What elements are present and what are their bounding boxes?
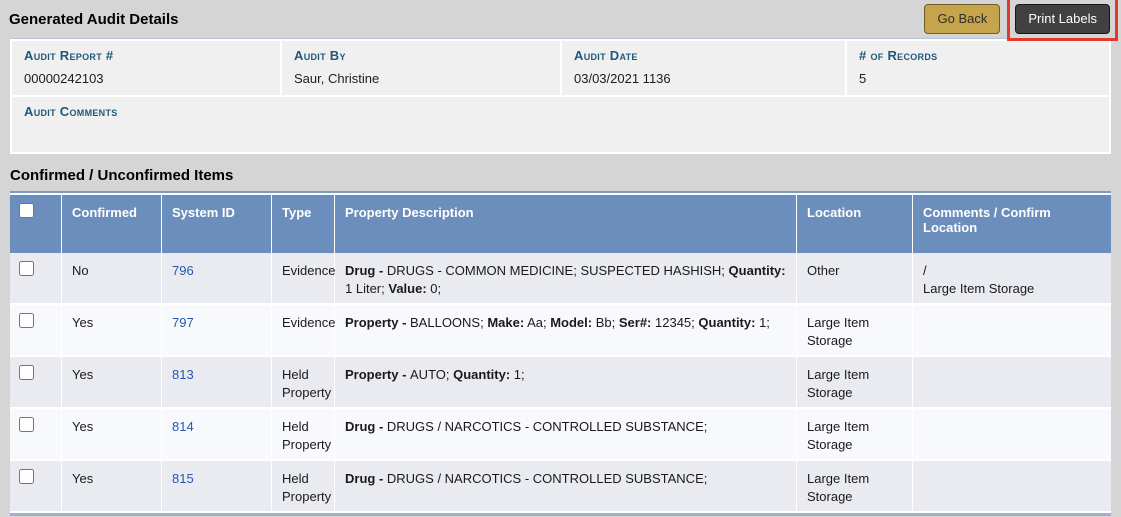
- top-bar: Generated Audit Details Go Back Print La…: [0, 0, 1121, 41]
- col-header-type: Type: [272, 195, 335, 253]
- item-row-815: Yes 815 Held Property Drug - DRUGS / NARCOT…: [10, 461, 1111, 513]
- property-description-cell: Drug - DRUGS - COMMON MEDICINE; SUSPECTE…: [335, 253, 797, 305]
- property-description-cell: Drug - DRUGS / NARCOTICS - CONTROLLED SU…: [335, 409, 797, 461]
- field-number-of-records: # of Records 5: [847, 41, 1109, 95]
- location-cell: Other: [797, 253, 913, 305]
- row-checkbox-cell: [10, 253, 62, 305]
- property-description-cell: Property - BALLOONS; Make: Aa; Model: Bb…: [335, 305, 797, 357]
- row-checkbox[interactable]: [19, 313, 34, 328]
- property-description-cell: Drug - DRUGS / NARCOTICS - CONTROLLED SU…: [335, 461, 797, 513]
- field-audit-date: Audit Date 03/03/2021 1136: [562, 41, 845, 95]
- field-label: Audit Report #: [24, 48, 114, 63]
- system-id-link[interactable]: 796: [172, 263, 194, 278]
- type-cell: Evidence: [272, 253, 335, 305]
- annotation-highlight-box: Print Labels: [1007, 0, 1118, 41]
- field-audit-report-number: Audit Report # 00000242103: [12, 41, 280, 95]
- property-description-cell: Property - AUTO; Quantity: 1;: [335, 357, 797, 409]
- system-id-cell: 797: [162, 305, 272, 357]
- row-checkbox-cell: [10, 305, 62, 357]
- system-id-link[interactable]: 797: [172, 315, 194, 330]
- col-header-comments-confirm-location: Comments / Confirm Location: [913, 195, 1111, 253]
- item-row-797: Yes 797 Evidence Property - BALLOONS; Make:…: [10, 305, 1111, 357]
- system-id-cell: 814: [162, 409, 272, 461]
- confirmed-cell: No: [62, 253, 162, 305]
- field-label: # of Records: [859, 48, 938, 63]
- location-cell: Large Item Storage: [797, 409, 913, 461]
- item-row-796: No 796 Evidence Drug - DRUGS - COMMON MEDIC…: [10, 253, 1111, 305]
- items-table-body: No 796 Evidence Drug - DRUGS - COMMON MEDIC…: [10, 253, 1111, 513]
- field-audit-comments: Audit Comments: [12, 97, 1109, 152]
- items-table-container: Confirmed System ID Type Property Descri…: [10, 191, 1111, 516]
- toolbar: Go Back Print Labels: [924, 0, 1118, 41]
- audit-fields-row: Audit Report # 00000242103 Audit By Saur…: [12, 41, 1109, 95]
- row-checkbox-cell: [10, 357, 62, 409]
- system-id-cell: 815: [162, 461, 272, 513]
- item-row-813: Yes 813 Held Property Property - AUTO; Quan…: [10, 357, 1111, 409]
- confirmed-cell: Yes: [62, 409, 162, 461]
- comments-confirm-location-cell: [913, 461, 1111, 513]
- location-cell: Large Item Storage: [797, 305, 913, 357]
- comments-confirm-location-cell: / Large Item Storage: [913, 253, 1111, 305]
- field-audit-by: Audit By Saur, Christine: [282, 41, 560, 95]
- row-checkbox[interactable]: [19, 469, 34, 484]
- print-labels-button[interactable]: Print Labels: [1015, 4, 1110, 34]
- type-cell: Held Property: [272, 409, 335, 461]
- field-value: Saur, Christine: [294, 71, 380, 86]
- system-id-cell: 813: [162, 357, 272, 409]
- type-cell: Held Property: [272, 461, 335, 513]
- col-header-location: Location: [797, 195, 913, 253]
- audit-summary-panel: Audit Report # 00000242103 Audit By Saur…: [10, 38, 1111, 154]
- comments-confirm-location-cell: [913, 357, 1111, 409]
- row-checkbox[interactable]: [19, 261, 34, 276]
- location-cell: Large Item Storage: [797, 461, 913, 513]
- comments-confirm-location-cell: [913, 305, 1111, 357]
- confirmed-cell: Yes: [62, 357, 162, 409]
- item-row-814: Yes 814 Held Property Drug - DRUGS / NARCOT…: [10, 409, 1111, 461]
- col-header-property-description: Property Description: [335, 195, 797, 253]
- col-header-select: [10, 195, 62, 253]
- col-header-system-id: System ID: [162, 195, 272, 253]
- field-label: Audit Date: [574, 48, 638, 63]
- row-checkbox[interactable]: [19, 417, 34, 432]
- type-cell: Held Property: [272, 357, 335, 409]
- row-checkbox-cell: [10, 409, 62, 461]
- select-all-checkbox[interactable]: [19, 203, 34, 218]
- field-label: Audit By: [294, 48, 346, 63]
- col-header-confirmed: Confirmed: [62, 195, 162, 253]
- go-back-button[interactable]: Go Back: [924, 4, 1001, 34]
- field-value: 5: [859, 71, 867, 86]
- field-label: Audit Comments: [24, 104, 118, 119]
- field-value: 03/03/2021 1136: [574, 71, 671, 86]
- confirmed-cell: Yes: [62, 461, 162, 513]
- system-id-link[interactable]: 813: [172, 367, 194, 382]
- items-table: Confirmed System ID Type Property Descri…: [10, 195, 1111, 513]
- comments-confirm-location-cell: [913, 409, 1111, 461]
- page-title: Generated Audit Details: [9, 10, 179, 28]
- items-section-title: Confirmed / Unconfirmed Items: [10, 167, 234, 184]
- system-id-link[interactable]: 815: [172, 471, 194, 486]
- row-checkbox-cell: [10, 461, 62, 513]
- system-id-cell: 796: [162, 253, 272, 305]
- table-header-row: Confirmed System ID Type Property Descri…: [10, 195, 1111, 253]
- confirmed-cell: Yes: [62, 305, 162, 357]
- type-cell: Evidence: [272, 305, 335, 357]
- row-checkbox[interactable]: [19, 365, 34, 380]
- system-id-link[interactable]: 814: [172, 419, 194, 434]
- location-cell: Large Item Storage: [797, 357, 913, 409]
- field-value: 00000242103: [24, 71, 104, 86]
